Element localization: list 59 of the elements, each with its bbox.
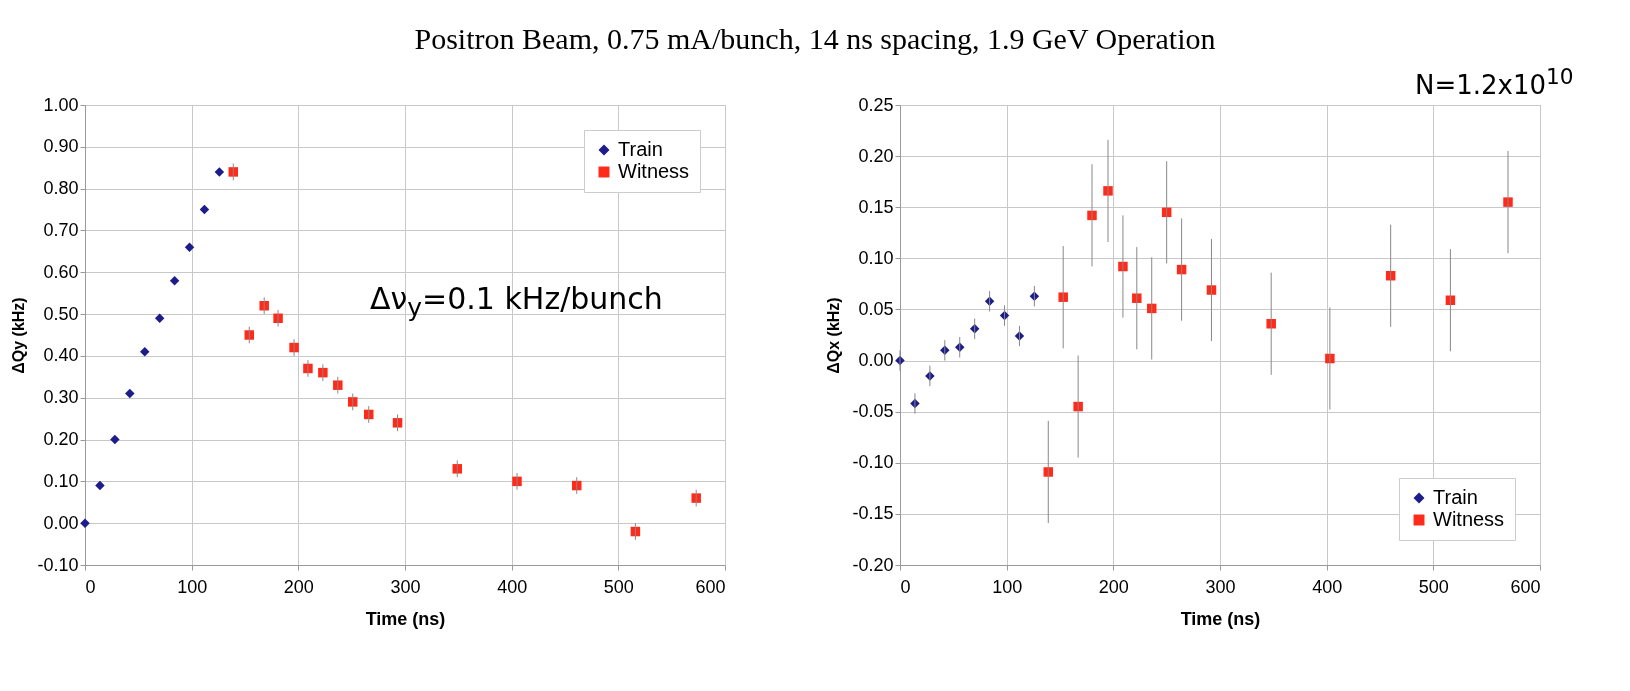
y-tick-label: 0.00 xyxy=(858,350,894,371)
y-tick-label: 0.40 xyxy=(43,345,79,366)
y-tick-label: 0.00 xyxy=(43,512,79,533)
x-tick-label: 100 xyxy=(177,576,208,597)
legend-label: Witness xyxy=(618,160,690,182)
x-axis-title: Time (ns) xyxy=(1180,608,1261,629)
point xyxy=(214,167,225,177)
y-tick-label: -0.10 xyxy=(852,452,894,473)
y-tick-label: 0.15 xyxy=(858,196,894,217)
point xyxy=(184,242,195,252)
point xyxy=(139,346,150,357)
point xyxy=(125,388,135,399)
x-tick-label: 0 xyxy=(900,576,911,597)
y-tick-label: 0.30 xyxy=(43,387,79,408)
point xyxy=(691,493,701,503)
y-tick-label: 0.20 xyxy=(858,145,894,166)
x-tick-label: 600 xyxy=(695,576,726,597)
x-axis-title: Time (ns) xyxy=(365,608,446,629)
x-tick-label: 500 xyxy=(603,576,634,597)
x-tick-label: 300 xyxy=(1205,576,1236,597)
y-tick-label: 0.70 xyxy=(43,219,79,240)
y-axis-title: ΔQx (kHz) xyxy=(825,297,843,374)
y-tick-label: 0.80 xyxy=(43,178,79,199)
legend-label: Train xyxy=(1433,486,1478,508)
y-tick-label: -0.15 xyxy=(852,503,894,524)
legend-label: Witness xyxy=(1433,508,1505,530)
x-tick-label: 600 xyxy=(1510,576,1541,597)
y-tick-label: 0.60 xyxy=(43,261,79,282)
x-tick-label: 100 xyxy=(992,576,1023,597)
annotation: Δν$_{y}$=0.1 kHz/bunch xyxy=(370,281,663,322)
x-tick-label: 500 xyxy=(1418,576,1449,597)
x-tick-label: 0 xyxy=(85,576,96,597)
x-tick-label: 400 xyxy=(1312,576,1343,597)
y-tick-label: 0.25 xyxy=(858,94,894,115)
point xyxy=(199,204,210,215)
x-tick-label: 200 xyxy=(1098,576,1129,597)
y-tick-label: -0.05 xyxy=(852,401,894,422)
point xyxy=(110,434,120,445)
y-tick-label: 0.10 xyxy=(858,247,894,268)
y-axis-title: ΔQy (kHz) xyxy=(10,297,28,374)
y-tick-label: 1.00 xyxy=(43,94,79,115)
y-tick-label: 0.20 xyxy=(43,429,79,450)
y-tick-label: 0.90 xyxy=(43,136,79,157)
x-tick-label: 300 xyxy=(390,576,421,597)
y-tick-label: -0.20 xyxy=(852,554,894,575)
y-tick-label: -0.10 xyxy=(37,554,79,575)
y-tick-label: 0.05 xyxy=(858,298,894,319)
x-tick-label: 200 xyxy=(283,576,314,597)
point xyxy=(1132,293,1142,303)
point xyxy=(154,313,165,324)
point xyxy=(80,518,90,528)
text: Positron Beam, 0.75 mA/bunch, 14 ns spacing, 1.9 GeV Operation xyxy=(414,22,1216,55)
x-tick-label: 400 xyxy=(497,576,528,597)
y-tick-label: 0.10 xyxy=(43,470,79,491)
y-tick-label: 0.50 xyxy=(43,303,79,324)
text: N=1.2x10$^{10}$ xyxy=(1415,64,1574,100)
point xyxy=(169,275,180,286)
point xyxy=(95,480,105,491)
legend-label: Train xyxy=(618,138,663,160)
